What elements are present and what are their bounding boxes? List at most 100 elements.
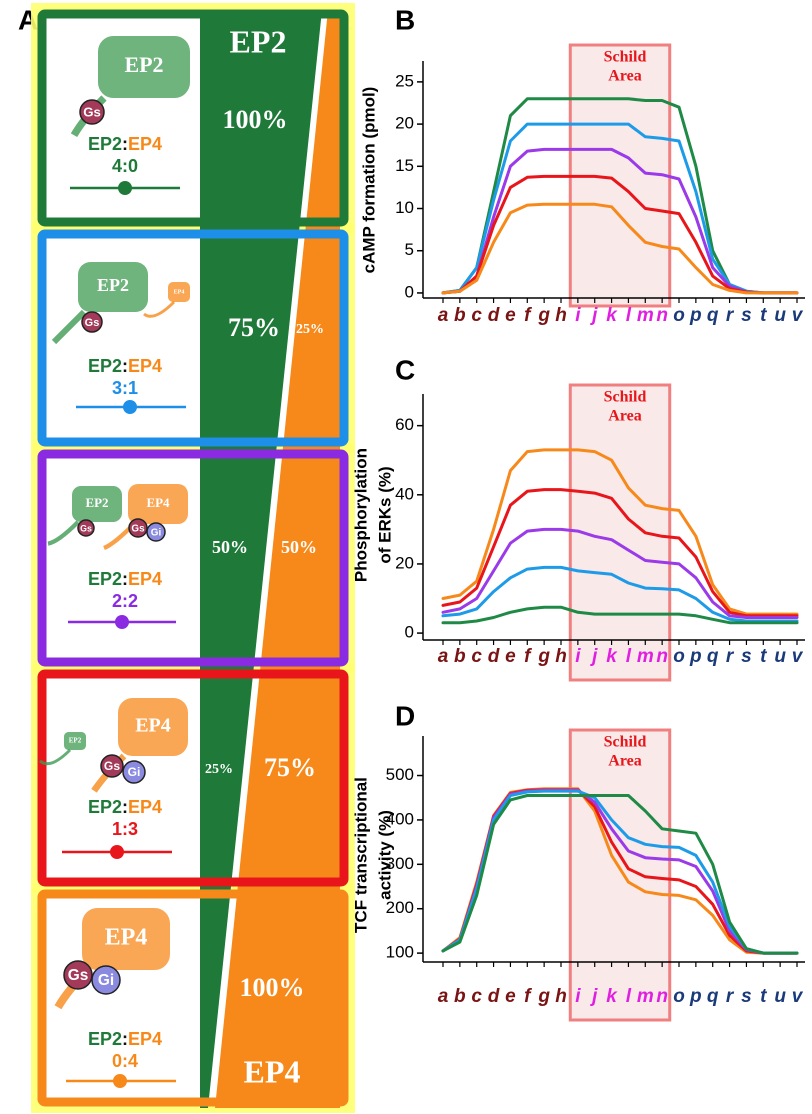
x-tick-label: u (774, 986, 786, 1007)
g-protein-label: Gs (85, 317, 100, 329)
ratio-box (37, 229, 349, 447)
ratio-caption: EP2:EP4 (88, 356, 162, 376)
ep2-share: 75% (228, 313, 280, 342)
ratio-caption-part: EP2 (88, 356, 122, 376)
ratio-caption-part: EP4 (128, 134, 162, 154)
y-tick-label: 100 (386, 943, 414, 962)
x-tick-label: b (454, 986, 466, 1007)
receptor-icon (98, 36, 190, 98)
x-tick-label: e (505, 305, 516, 326)
slider-knob (110, 845, 124, 859)
x-tick-label: f (524, 305, 532, 326)
x-tick-label: r (726, 646, 735, 667)
receptor-tail (143, 300, 176, 318)
x-tick-label: d (488, 646, 500, 667)
x-tick-label: k (606, 646, 618, 667)
x-tick-label: m (637, 646, 654, 667)
ratio-caption-part: EP4 (128, 356, 162, 376)
x-tick-label: g (537, 646, 550, 667)
x-tick-label: c (471, 986, 482, 1007)
slider-knob (123, 400, 137, 414)
x-tick-label: s (741, 986, 752, 1007)
x-tick-label: u (774, 305, 786, 326)
x-tick-label: l (626, 986, 632, 1007)
y-tick-label: 0 (405, 282, 414, 301)
receptor-label: EP4 (146, 495, 170, 510)
x-tick-label: o (673, 646, 685, 667)
receptor-icon (78, 262, 148, 312)
x-tick-label: t (760, 986, 767, 1007)
receptor-label: EP2 (69, 737, 82, 745)
ratio-box (37, 449, 349, 667)
x-tick-label: n (656, 305, 668, 326)
ratio-value: 2:2 (112, 591, 138, 611)
y-axis-label: cAMP formation (pmol) (359, 87, 378, 274)
x-tick-label: t (760, 305, 767, 326)
y-axis-label: of ERKs (%) (375, 466, 394, 563)
x-tick-label: t (760, 646, 767, 667)
g-protein-label: Gs (131, 524, 145, 535)
x-tick-label: f (524, 986, 532, 1007)
y-tick-label: 0 (405, 623, 414, 642)
x-tick-label: u (774, 646, 786, 667)
annotation: Area (608, 68, 641, 85)
ratio-value: 4:0 (112, 156, 138, 176)
ratio-caption: EP2:EP4 (88, 134, 162, 154)
y-tick-label: 10 (395, 198, 414, 217)
series-line (441, 202, 799, 295)
column-label: EP2 (230, 23, 287, 59)
g-protein-label: Gs (104, 759, 120, 773)
y-tick-label: 20 (395, 114, 414, 133)
x-tick-label: h (555, 305, 567, 326)
schild-area (568, 728, 672, 1022)
x-tick-label: p (689, 646, 702, 667)
x-tick-label: p (689, 986, 702, 1007)
ep2-share: 25% (205, 762, 233, 777)
x-tick-label: q (707, 305, 719, 326)
g-protein-label: Gi (128, 765, 141, 779)
panel-label: D (395, 700, 415, 731)
ep4-share: 75% (264, 753, 316, 782)
x-tick-label: j (589, 305, 598, 326)
ratio-value: 0:4 (112, 1051, 138, 1071)
x-tick-label: h (555, 986, 567, 1007)
series-line (441, 488, 799, 618)
x-tick-label: h (555, 646, 567, 667)
ratio-caption-part: : (122, 134, 128, 154)
x-tick-label: e (505, 646, 516, 667)
receptor-label: EP2 (97, 275, 129, 295)
x-tick-label: j (589, 986, 598, 1007)
ratio-caption-part: : (122, 1029, 128, 1049)
g-protein (91, 965, 121, 995)
receptor-label: EP2 (85, 495, 108, 510)
ratio-box (37, 669, 349, 887)
ratio-caption-part: : (122, 569, 128, 589)
y-tick-label: 500 (386, 765, 414, 784)
x-tick-label: l (626, 305, 632, 326)
x-tick-label: q (707, 646, 719, 667)
x-tick-label: s (741, 646, 752, 667)
ratio-caption: EP2:EP4 (88, 1029, 162, 1049)
ratio-caption: EP2:EP4 (88, 797, 162, 817)
g-protein (81, 311, 103, 333)
slider-knob (113, 1074, 127, 1088)
series-line (441, 448, 799, 616)
y-axis-label: TCF transcriptional (351, 777, 370, 933)
panel-label: C (395, 354, 415, 385)
x-tick-label: n (656, 986, 668, 1007)
ratio-value: 3:1 (112, 378, 138, 398)
ratio-caption-part: EP4 (128, 569, 162, 589)
x-tick-label: s (741, 305, 752, 326)
g-protein (146, 522, 166, 542)
ep2-share: 100% (223, 105, 288, 134)
x-tick-label: d (488, 305, 500, 326)
x-tick-label: e (505, 986, 516, 1007)
ratio-caption-part: EP2 (88, 569, 122, 589)
g-protein-label: Gi (98, 972, 114, 989)
x-tick-label: c (471, 305, 482, 326)
receptor-tail (51, 309, 87, 345)
x-tick-label: v (792, 305, 804, 326)
x-tick-label: i (575, 646, 581, 667)
x-tick-label: f (524, 646, 532, 667)
x-tick-label: b (454, 305, 466, 326)
